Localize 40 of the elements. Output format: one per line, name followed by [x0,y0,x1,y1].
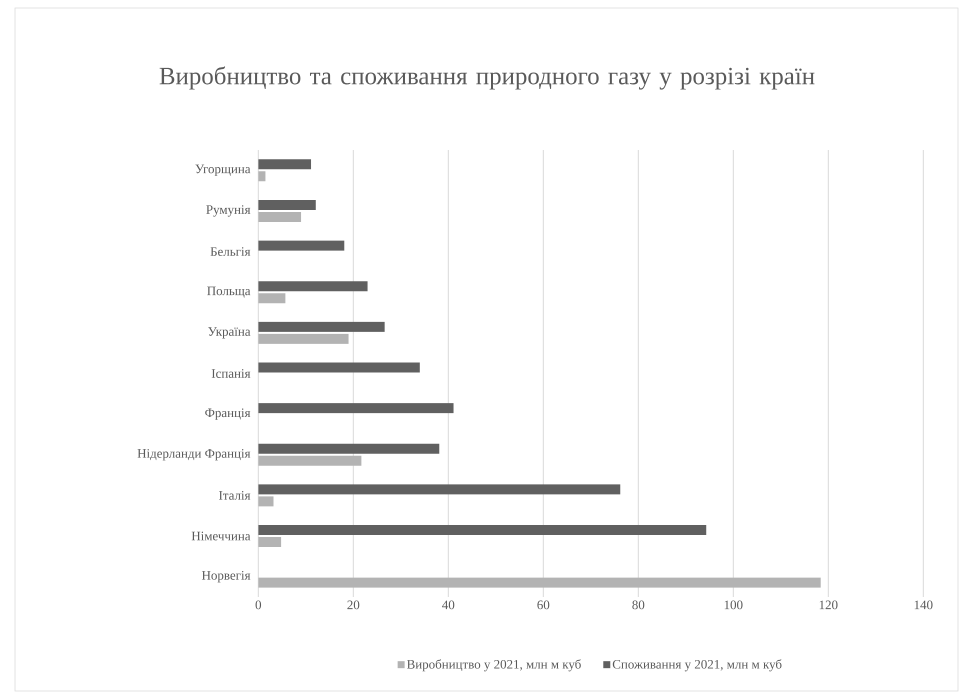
bar [258,293,286,304]
x-tick-label: 100 [724,600,743,610]
x-tick-label: 60 [537,600,550,610]
bar [258,537,282,548]
y-tick-label: Іспанія [212,369,250,378]
x-tick-label: 80 [632,600,644,610]
x-tick-label: 120 [820,600,838,610]
bar [258,578,821,588]
bar [258,496,274,506]
bar [258,403,454,414]
x-tick-label: 40 [442,600,454,610]
bar [258,200,316,210]
bar [258,171,266,182]
y-tick-label: Румунія [206,205,250,217]
y-tick-label: Україна [208,327,250,338]
bar [258,240,344,251]
bar [258,212,302,222]
y-tick-label: Норвегія [202,571,250,582]
y-tick-label: Німеччина [192,532,250,540]
legend-label: Споживання у 2021, млн м куб [612,659,782,672]
y-tick-label: Франція [205,408,250,420]
bar [258,362,420,372]
x-tick-label: 20 [347,600,360,610]
bar [258,444,440,454]
y-tick-label: Бельгія [210,247,250,256]
bar [258,525,706,536]
bar [258,334,349,344]
chart-title: Виробництво та споживання природного газу у розрізі країн [160,66,814,90]
bar [258,456,362,466]
y-tick-label: Польща [207,286,250,298]
bar [258,159,312,170]
bar [258,322,385,332]
bar [258,484,620,494]
y-tick-label: Нідерланди Франція [138,449,250,460]
x-tick-label: 0 [256,600,262,610]
y-tick-label: Італія [218,491,250,500]
bar [258,281,368,292]
legend-label: Виробництво у 2021, млн м куб [407,659,581,672]
x-tick-label: 140 [914,600,933,610]
y-tick-label: Угорщина [195,164,250,176]
